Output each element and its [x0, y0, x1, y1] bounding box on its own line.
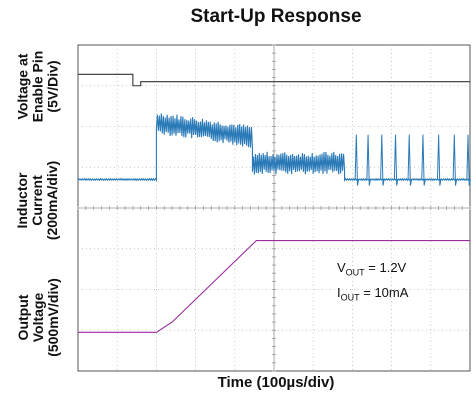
x-axis-label: Time (100µs/div)	[217, 374, 335, 391]
trace-inductor_current-pulse	[366, 134, 371, 186]
chart-title: Start-Up Response	[190, 6, 362, 27]
trace-inductor_current	[77, 113, 471, 183]
trace-output_voltage	[78, 240, 470, 333]
trace-inductor_current-pulse	[407, 134, 413, 186]
iout-annotation: IOUT = 10mA	[337, 284, 409, 303]
trace-inductor_current-pulse	[421, 134, 426, 186]
vout-annotation: VOUT = 1.2V	[337, 260, 407, 278]
operating-conditions: VOUT = 1.2V IOUT = 10mA	[337, 258, 408, 307]
trace-enable	[78, 73, 470, 87]
trace-inductor_current-pulse	[466, 134, 471, 186]
trace-inductor_current-pulse	[380, 134, 385, 186]
trace-inductor_current-pulse	[354, 134, 360, 186]
plot-grid	[77, 44, 471, 372]
plot-traces	[77, 73, 471, 333]
trace-inductor_current-pulse	[452, 134, 458, 186]
trace-inductor_current-pulse	[436, 134, 442, 186]
trace-inductor_current-pulse	[393, 134, 399, 186]
